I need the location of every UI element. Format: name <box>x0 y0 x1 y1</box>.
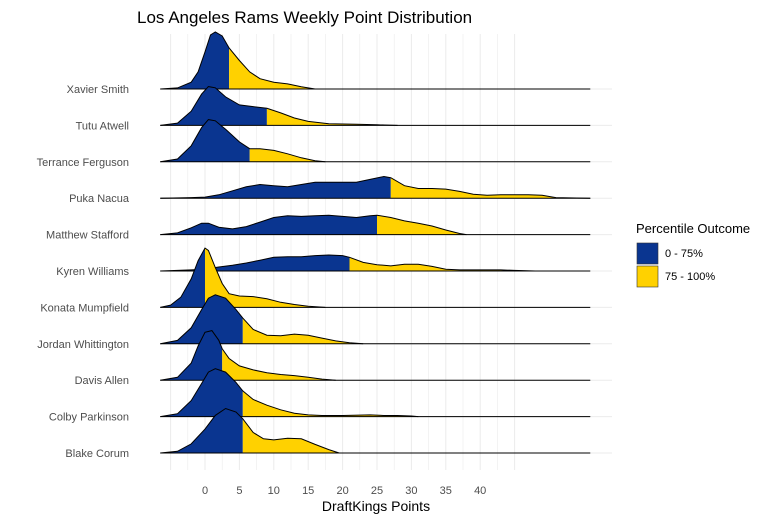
ridge-xavier-smith <box>160 31 591 90</box>
legend-swatch <box>636 242 659 265</box>
ridge-outline <box>160 86 398 126</box>
x-tick-label: 40 <box>474 485 486 497</box>
y-label: Blake Corum <box>65 448 129 460</box>
ridge-kyren-williams <box>160 254 591 272</box>
ridge-lower-area <box>160 248 205 308</box>
ridge-upper-area <box>349 257 536 271</box>
legend-title: Percentile Outcome <box>636 221 750 236</box>
legend: Percentile Outcome 0 - 75% 75 - 100% <box>636 221 750 288</box>
legend-label: 75 - 100% <box>665 271 715 283</box>
ridge-upper-area <box>242 390 419 417</box>
x-tick-label: 5 <box>236 485 242 497</box>
ridge-lower-area <box>160 255 350 271</box>
ridge-upper-area <box>242 318 364 344</box>
y-label: Matthew Stafford <box>46 230 129 242</box>
x-axis-label: DraftKings Points <box>322 498 430 514</box>
y-label: Tutu Atwell <box>76 120 129 132</box>
ridge-lower-area <box>160 408 243 453</box>
chart-title: Los Angeles Rams Weekly Point Distributi… <box>137 8 472 27</box>
ridge-outline <box>160 175 591 199</box>
ridge-outline <box>160 119 326 163</box>
ridge-lower-area <box>160 32 230 89</box>
y-label: Davis Allen <box>75 375 129 387</box>
ridge-upper-area <box>229 48 316 89</box>
ridge-lower-area <box>160 294 243 344</box>
ridges <box>160 31 591 454</box>
y-label: Kyren Williams <box>56 266 129 278</box>
ridge-lower-area <box>160 215 377 235</box>
ridge-upper-area <box>249 148 326 162</box>
legend-swatch <box>636 265 659 288</box>
ridge-blake-corum <box>160 407 591 454</box>
ridge-puka-nacua <box>160 175 591 199</box>
x-tick-label: 20 <box>336 485 348 497</box>
ridge-outline <box>160 254 536 272</box>
ridge-lower-area <box>160 86 267 126</box>
ridge-lower-area <box>160 330 223 381</box>
ridge-outline <box>160 368 419 418</box>
ridge-jordan-whittington <box>160 294 591 345</box>
ridge-upper-area <box>266 108 398 126</box>
ridge-outline <box>160 294 364 345</box>
ridge-matthew-stafford <box>160 214 591 236</box>
x-tick-label: 0 <box>202 485 208 497</box>
ridge-lower-area <box>160 368 243 417</box>
ridge-outline <box>160 247 326 308</box>
ridge-outline <box>160 31 316 90</box>
ridge-upper-area <box>222 348 336 381</box>
ridge-terrance-ferguson <box>160 119 591 163</box>
ridge-tutu-atwell <box>160 86 591 126</box>
x-tick-label: 15 <box>302 485 314 497</box>
ridge-outline <box>160 407 340 454</box>
y-label: Jordan Whittington <box>37 339 129 351</box>
ridge-lower-area <box>160 176 391 199</box>
y-label: Colby Parkinson <box>49 412 129 424</box>
x-tick-label: 25 <box>371 485 383 497</box>
y-label: Puka Nacua <box>69 193 130 205</box>
x-tick-label: 10 <box>268 485 280 497</box>
ridge-upper-area <box>390 177 591 199</box>
x-tick-label: 30 <box>405 485 417 497</box>
ridge-outline <box>160 330 336 381</box>
x-tick-label: 35 <box>440 485 452 497</box>
y-axis-labels: Xavier Smith Tutu Atwell Terrance Ferguson… <box>37 84 130 460</box>
ridge-lower-area <box>160 119 250 162</box>
legend-label: 0 - 75% <box>665 248 703 260</box>
y-label: Konata Mumpfield <box>40 302 129 314</box>
ridge-outline <box>160 214 467 236</box>
x-axis-ticks: 0 5 10 15 20 25 30 35 40 <box>202 485 486 497</box>
y-label: Terrance Ferguson <box>37 157 129 169</box>
y-label: Xavier Smith <box>67 84 129 96</box>
